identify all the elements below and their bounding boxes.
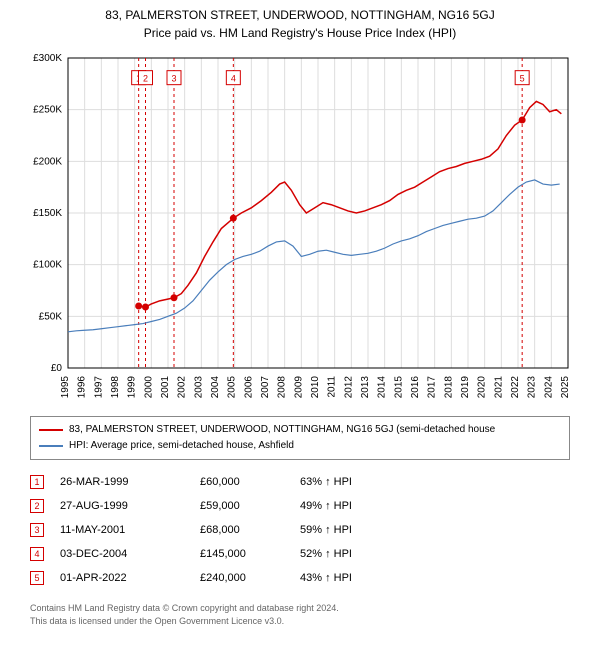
svg-text:1999: 1999: [127, 376, 138, 399]
sale-marker: 3: [30, 523, 44, 537]
svg-text:5: 5: [520, 74, 525, 84]
svg-text:2006: 2006: [243, 376, 254, 399]
svg-text:1996: 1996: [77, 376, 88, 399]
svg-text:2008: 2008: [277, 376, 288, 399]
sale-date: 03-DEC-2004: [60, 548, 200, 560]
svg-text:2014: 2014: [377, 376, 388, 399]
svg-text:£100K: £100K: [33, 260, 62, 271]
legend-row: 83, PALMERSTON STREET, UNDERWOOD, NOTTIN…: [39, 422, 561, 438]
sales-row: 2 27-AUG-1999£59,00049% ↑ HPI: [30, 494, 570, 518]
sales-table: 1 26-MAR-1999£60,00063% ↑ HPI 2 27-AUG-1999…: [30, 470, 570, 590]
sale-marker: 4: [30, 547, 44, 561]
sale-date: 27-AUG-1999: [60, 500, 200, 512]
sales-row: 4 03-DEC-2004£145,00052% ↑ HPI: [30, 542, 570, 566]
sale-pct: 49% ↑ HPI: [300, 500, 400, 512]
svg-text:2019: 2019: [460, 376, 471, 399]
svg-text:2: 2: [143, 74, 148, 84]
svg-text:2021: 2021: [493, 376, 504, 399]
svg-text:£250K: £250K: [33, 105, 62, 116]
svg-text:2002: 2002: [177, 376, 188, 399]
svg-text:£0: £0: [51, 363, 63, 374]
legend-swatch: [39, 429, 63, 431]
sale-price: £59,000: [200, 500, 300, 512]
sale-marker: 2: [30, 499, 44, 513]
svg-text:2017: 2017: [427, 376, 438, 399]
sales-row: 5 01-APR-2022£240,00043% ↑ HPI: [30, 566, 570, 590]
svg-text:3: 3: [171, 74, 176, 84]
footer-line1: Contains HM Land Registry data © Crown c…: [30, 602, 570, 615]
svg-text:2004: 2004: [210, 376, 221, 399]
svg-text:£150K: £150K: [33, 208, 62, 219]
sale-pct: 63% ↑ HPI: [300, 476, 400, 488]
svg-text:1998: 1998: [110, 376, 121, 399]
svg-text:2001: 2001: [160, 376, 171, 399]
legend-swatch: [39, 445, 63, 447]
svg-text:1997: 1997: [93, 376, 104, 399]
svg-text:2018: 2018: [443, 376, 454, 399]
svg-text:2003: 2003: [193, 376, 204, 399]
sale-price: £240,000: [200, 572, 300, 584]
svg-text:2012: 2012: [343, 376, 354, 399]
svg-text:£300K: £300K: [33, 53, 62, 64]
chart-area: £0 £50K £100K £150K £200K £250K £300K 1995 1996 1…: [20, 48, 580, 408]
svg-text:4: 4: [231, 74, 236, 84]
svg-text:2020: 2020: [477, 376, 488, 399]
legend-label: HPI: Average price, semi-detached house,…: [69, 438, 294, 454]
svg-text:2025: 2025: [560, 376, 571, 399]
svg-text:2013: 2013: [360, 376, 371, 399]
svg-text:£200K: £200K: [33, 156, 62, 167]
footer: Contains HM Land Registry data © Crown c…: [20, 602, 580, 627]
sale-pct: 59% ↑ HPI: [300, 524, 400, 536]
sale-pct: 52% ↑ HPI: [300, 548, 400, 560]
svg-text:2024: 2024: [543, 376, 554, 399]
svg-text:2007: 2007: [260, 376, 271, 399]
title-subtitle: Price paid vs. HM Land Registry's House …: [10, 26, 590, 40]
sale-date: 01-APR-2022: [60, 572, 200, 584]
sale-marker: 1: [30, 475, 44, 489]
sales-row: 1 26-MAR-1999£60,00063% ↑ HPI: [30, 470, 570, 494]
sale-price: £145,000: [200, 548, 300, 560]
legend-label: 83, PALMERSTON STREET, UNDERWOOD, NOTTIN…: [69, 422, 495, 438]
svg-text:1995: 1995: [60, 376, 71, 399]
svg-text:2016: 2016: [410, 376, 421, 399]
title-address: 83, PALMERSTON STREET, UNDERWOOD, NOTTIN…: [10, 8, 590, 22]
page-container: 83, PALMERSTON STREET, UNDERWOOD, NOTTIN…: [0, 0, 600, 650]
price-chart: £0 £50K £100K £150K £200K £250K £300K 1995 1996 1…: [20, 48, 580, 408]
footer-line2: This data is licensed under the Open Gov…: [30, 615, 570, 628]
svg-text:2011: 2011: [327, 376, 338, 398]
svg-text:2009: 2009: [293, 376, 304, 399]
svg-text:£50K: £50K: [39, 311, 63, 322]
svg-text:2022: 2022: [510, 376, 521, 399]
sale-price: £60,000: [200, 476, 300, 488]
svg-text:2000: 2000: [143, 376, 154, 399]
sale-price: £68,000: [200, 524, 300, 536]
sale-pct: 43% ↑ HPI: [300, 572, 400, 584]
sale-marker: 5: [30, 571, 44, 585]
legend-row: HPI: Average price, semi-detached house,…: [39, 438, 561, 454]
sales-row: 3 11-MAY-2001£68,00059% ↑ HPI: [30, 518, 570, 542]
svg-text:2010: 2010: [310, 376, 321, 399]
legend: 83, PALMERSTON STREET, UNDERWOOD, NOTTIN…: [30, 416, 570, 460]
sale-date: 11-MAY-2001: [60, 524, 200, 536]
title-block: 83, PALMERSTON STREET, UNDERWOOD, NOTTIN…: [0, 0, 600, 44]
svg-text:2023: 2023: [527, 376, 538, 399]
sale-date: 26-MAR-1999: [60, 476, 200, 488]
svg-text:2015: 2015: [393, 376, 404, 399]
svg-text:2005: 2005: [227, 376, 238, 399]
